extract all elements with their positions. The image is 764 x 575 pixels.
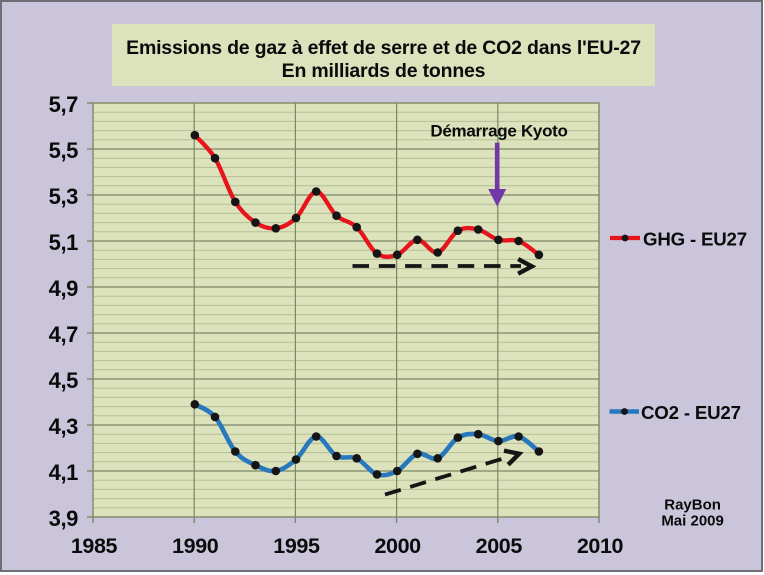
svg-text:Emissions de gaz à effet de se: Emissions de gaz à effet de serre et de … [126, 37, 641, 59]
svg-text:4,3: 4,3 [49, 414, 79, 439]
svg-text:RayBon: RayBon [664, 497, 721, 514]
svg-text:3,9: 3,9 [49, 506, 79, 531]
svg-text:4,9: 4,9 [49, 276, 79, 301]
svg-text:5,7: 5,7 [49, 92, 79, 117]
svg-text:5,3: 5,3 [49, 184, 79, 209]
svg-text:5,1: 5,1 [49, 230, 79, 255]
svg-text:4,1: 4,1 [49, 460, 79, 485]
svg-text:4,5: 4,5 [49, 368, 79, 393]
svg-text:1990: 1990 [172, 534, 219, 558]
svg-text:2010: 2010 [577, 534, 624, 558]
svg-text:Démarrage Kyoto: Démarrage Kyoto [430, 122, 567, 141]
svg-text:1985: 1985 [71, 534, 118, 558]
svg-text:CO2 - EU27: CO2 - EU27 [641, 402, 741, 423]
svg-text:En milliards de tonnes: En milliards de tonnes [282, 60, 486, 82]
svg-text:4,7: 4,7 [49, 322, 79, 347]
svg-text:5,5: 5,5 [49, 138, 79, 163]
svg-text:2005: 2005 [476, 534, 523, 558]
svg-text:GHG - EU27: GHG - EU27 [643, 229, 747, 250]
svg-text:2000: 2000 [374, 534, 421, 558]
svg-text:Mai 2009: Mai 2009 [661, 513, 724, 530]
svg-text:1995: 1995 [273, 534, 320, 558]
